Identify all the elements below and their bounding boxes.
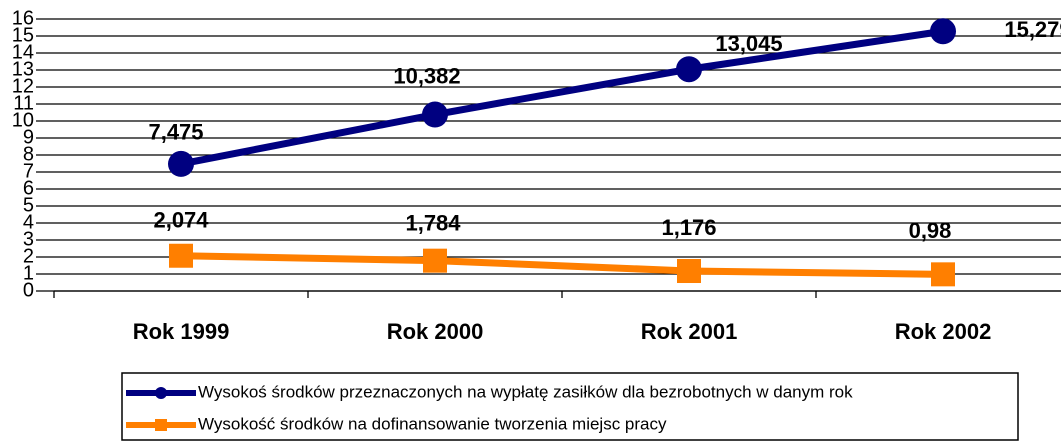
- legend-label: Wysokość środków na dofinansowanie tworz…: [198, 414, 667, 433]
- data-label: 13,045: [715, 31, 782, 56]
- data-label: 2,074: [153, 208, 209, 233]
- y-tick-label: 4: [23, 211, 34, 233]
- y-tick-label: 10: [12, 109, 34, 131]
- legend-box: [121, 372, 1019, 441]
- y-tick-label: 9: [23, 126, 34, 148]
- y-tick-label: 15: [12, 24, 34, 46]
- marker: [931, 262, 955, 287]
- y-tick-label: 5: [23, 194, 34, 216]
- y-tick-label: 6: [23, 177, 34, 199]
- y-tick-label: 13: [12, 58, 34, 80]
- data-label: 10,382: [393, 63, 460, 88]
- marker: [423, 248, 447, 273]
- legend: Wysokoś środków przeznaczonych na wypłat…: [126, 382, 853, 433]
- y-tick-label: 1: [23, 262, 34, 284]
- series-line: [180, 27, 944, 168]
- y-tick-label: 2: [23, 245, 34, 267]
- y-tick-label: 12: [12, 75, 34, 97]
- data-label: 1,784: [405, 210, 461, 235]
- legend-marker: [155, 387, 167, 399]
- y-tick-label: 7: [23, 160, 34, 182]
- marker: [168, 150, 194, 177]
- series-line: [180, 252, 944, 278]
- y-tick-label: 14: [12, 41, 34, 63]
- marker: [677, 259, 701, 284]
- marker: [169, 243, 193, 268]
- x-tick-label: Rok 1999: [133, 319, 230, 344]
- legend-marker: [155, 419, 167, 431]
- marker: [422, 101, 448, 128]
- y-tick-label: 3: [23, 228, 34, 250]
- y-tick-label: 0: [23, 279, 34, 301]
- data-label: 15,279: [1004, 17, 1061, 42]
- data-label: 0,98: [909, 218, 952, 243]
- x-tick-label: Rok 2001: [641, 319, 738, 344]
- y-tick-label: 11: [13, 92, 34, 114]
- marker: [930, 18, 956, 45]
- x-tick-label: Rok 2000: [387, 319, 484, 344]
- marker: [676, 56, 702, 83]
- y-tick-label: 8: [23, 143, 34, 165]
- x-tick-label: Rok 2002: [895, 319, 992, 344]
- data-label: 1,176: [661, 215, 716, 240]
- y-tick-label: 16: [12, 7, 34, 29]
- data-label: 7,475: [148, 120, 203, 145]
- legend-label: Wysokoś środków przeznaczonych na wypłat…: [198, 382, 853, 401]
